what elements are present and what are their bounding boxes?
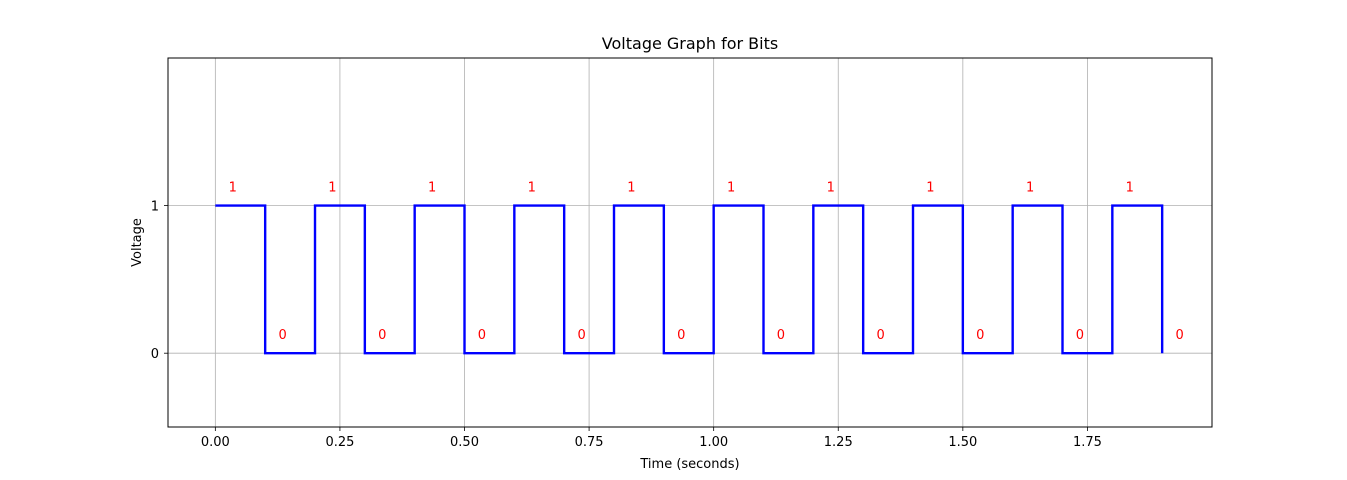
x-tick-label: 0.50 — [450, 435, 479, 450]
y-tick-label: 0 — [151, 347, 159, 362]
bit-label: 1 — [926, 181, 934, 196]
bit-label: 0 — [577, 328, 585, 343]
bit-label: 1 — [428, 181, 436, 196]
voltage-step-line — [215, 204, 1164, 355]
bit-label: 1 — [727, 181, 735, 196]
x-tick-label: 1.50 — [948, 435, 977, 450]
bit-label: 1 — [328, 181, 336, 196]
x-tick-label: 0.75 — [575, 435, 604, 450]
x-axis-label: Time (seconds) — [639, 457, 739, 472]
y-axis-label: Voltage — [130, 218, 145, 267]
x-tick-label: 0.00 — [201, 435, 230, 450]
chart-title: Voltage Graph for Bits — [602, 34, 778, 53]
bit-labels: 1 0 1 0 1 0 1 0 1 0 1 0 1 0 1 0 1 0 1 0 — [229, 181, 1184, 344]
x-tick-label: 1.25 — [824, 435, 853, 450]
bit-label: 1 — [827, 181, 835, 196]
bit-label: 1 — [229, 181, 237, 196]
bit-label: 1 — [1026, 181, 1034, 196]
x-tick-label: 1.00 — [699, 435, 728, 450]
bit-label: 0 — [976, 328, 984, 343]
bit-label: 1 — [1126, 181, 1134, 196]
bit-label: 0 — [1076, 328, 1084, 343]
bit-label: 0 — [777, 328, 785, 343]
bit-label: 0 — [478, 328, 486, 343]
x-tick-label: 1.75 — [1073, 435, 1102, 450]
axes-frame — [167, 57, 1213, 428]
axis-ticks: 0.00 0.25 0.50 0.75 1.00 1.25 1.50 1.75 0 1 — [151, 200, 1102, 450]
bit-label: 0 — [876, 328, 884, 343]
bit-label: 0 — [1175, 328, 1183, 343]
bit-label: 0 — [378, 328, 386, 343]
bit-label: 0 — [677, 328, 685, 343]
y-tick-label: 1 — [151, 200, 159, 215]
plot-area — [215, 204, 1164, 355]
bit-label: 1 — [528, 181, 536, 196]
bit-label: 1 — [627, 181, 635, 196]
bit-label: 0 — [278, 328, 286, 343]
x-tick-label: 0.25 — [325, 435, 354, 450]
